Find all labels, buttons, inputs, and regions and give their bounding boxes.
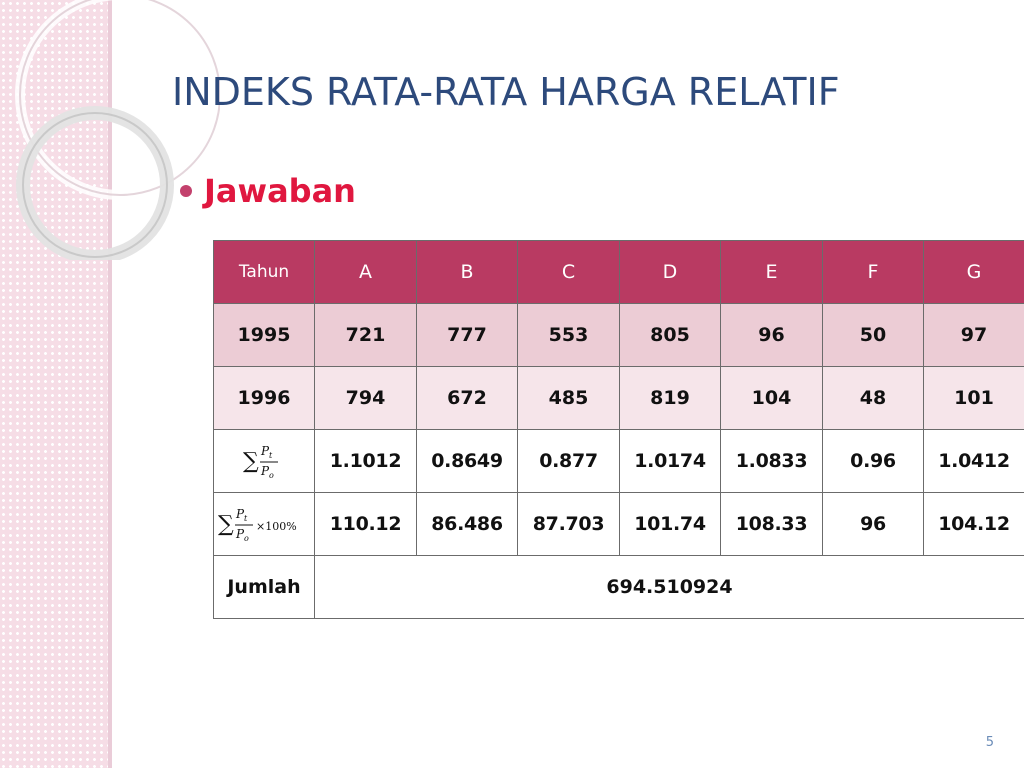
table-cell: 0.96 — [822, 429, 924, 493]
table-cell: 48 — [822, 366, 924, 430]
numerator-subscript: t — [269, 451, 273, 460]
sum-symbol: ∑ — [243, 449, 259, 474]
table-cell: 110.12 — [314, 492, 417, 556]
denominator-subscript: o — [244, 534, 249, 543]
table-cell: 794 — [314, 366, 417, 430]
denominator-symbol: P — [260, 464, 270, 478]
header-cell: B — [416, 240, 518, 304]
header-cell: C — [517, 240, 620, 304]
table-cell: 96 — [720, 303, 823, 367]
bullet-dot-icon — [180, 185, 192, 197]
table-row-percent: ∑ P t P o ×100% 110.12 86.486 87.703 101… — [213, 492, 1024, 556]
table-cell: 0.877 — [517, 429, 620, 493]
page-number: 5 — [985, 735, 994, 750]
price-index-table: Tahun A B C D E F G 1995 721 777 553 805… — [213, 240, 1024, 619]
table-row-total: Jumlah 694.510924 — [213, 555, 1024, 619]
table-cell: 1.0174 — [619, 429, 721, 493]
table-cell: 721 — [314, 303, 417, 367]
numerator-symbol: P — [260, 444, 270, 458]
table-row: 1995 721 777 553 805 96 50 97 — [213, 303, 1024, 367]
header-cell: G — [923, 240, 1024, 304]
table-cell: 101 — [923, 366, 1024, 430]
percent-formula-icon: ∑ P t P o ×100% — [218, 507, 297, 543]
ratio-formula-icon: ∑ P t P o — [243, 444, 278, 480]
denominator-symbol: P — [235, 527, 245, 541]
decorative-ring-small-edge — [22, 112, 168, 258]
row-label-cell: 1995 — [213, 303, 315, 367]
table-cell: 819 — [619, 366, 721, 430]
total-label-cell: Jumlah — [213, 555, 315, 619]
table-cell: 104 — [720, 366, 823, 430]
numerator-symbol: P — [235, 507, 245, 521]
denominator-subscript: o — [269, 471, 274, 480]
header-cell: E — [720, 240, 823, 304]
table-cell: 87.703 — [517, 492, 620, 556]
table-cell: 485 — [517, 366, 620, 430]
table-cell: 805 — [619, 303, 721, 367]
table-cell: 1.0412 — [923, 429, 1024, 493]
table-cell: 1.1012 — [314, 429, 417, 493]
table-row-ratio: ∑ P t P o 1.1012 0.8649 0.877 1.0174 1.0… — [213, 429, 1024, 493]
header-cell: D — [619, 240, 721, 304]
sum-symbol: ∑ — [218, 512, 234, 537]
bullet-item: Jawaban — [180, 172, 356, 210]
side-strip-edge — [108, 0, 112, 768]
table-cell: 96 — [822, 492, 924, 556]
header-cell: Tahun — [213, 240, 315, 304]
bullet-text: Jawaban — [204, 172, 356, 210]
table-cell: 86.486 — [416, 492, 518, 556]
decorative-ring-large-shadow — [19, 0, 220, 196]
decorative-rings — [15, 0, 220, 260]
table-row: 1996 794 672 485 819 104 48 101 — [213, 366, 1024, 430]
total-value-cell: 694.510924 — [314, 555, 1024, 619]
table-cell: 1.0833 — [720, 429, 823, 493]
numerator-subscript: t — [244, 514, 248, 523]
table-cell: 97 — [923, 303, 1024, 367]
table-cell: 672 — [416, 366, 518, 430]
ratio-formula-cell: ∑ P t P o — [213, 429, 315, 493]
header-cell: F — [822, 240, 924, 304]
times-hundred-percent: ×100% — [256, 520, 297, 533]
percent-formula-cell: ∑ P t P o ×100% — [213, 492, 315, 556]
table-cell: 553 — [517, 303, 620, 367]
table-header-row: Tahun A B C D E F G — [213, 240, 1024, 304]
table-cell: 50 — [822, 303, 924, 367]
table-cell: 108.33 — [720, 492, 823, 556]
table-cell: 104.12 — [923, 492, 1024, 556]
row-label-cell: 1996 — [213, 366, 315, 430]
slide-title: INDEKS RATA-RATA HARGA RELATIF — [172, 70, 840, 114]
table-cell: 101.74 — [619, 492, 721, 556]
table-cell: 777 — [416, 303, 518, 367]
table-cell: 0.8649 — [416, 429, 518, 493]
header-cell: A — [314, 240, 417, 304]
